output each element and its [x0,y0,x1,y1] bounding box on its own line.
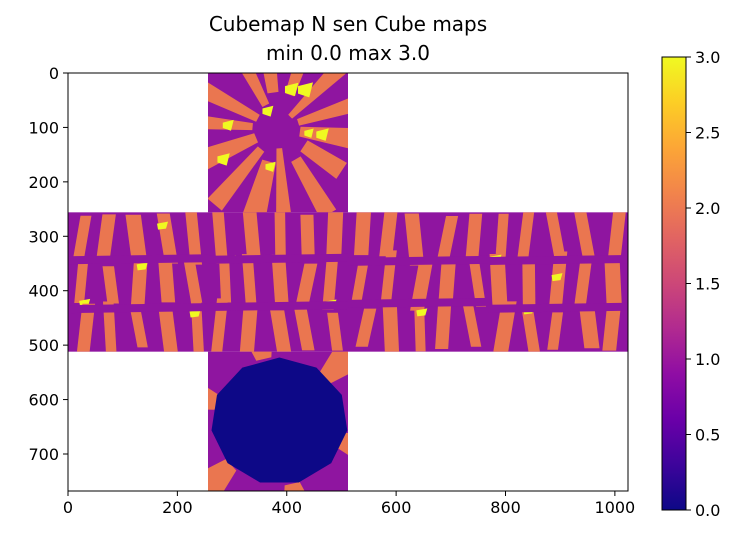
face-bottom [208,351,348,491]
x-tick-label: 400 [271,498,302,517]
chart-subtitle: min 0.0 max 3.0 [266,41,430,65]
colorbar-tick-label: 3.0 [695,48,720,67]
face-left [68,212,208,352]
chart-title: Cubemap N sen Cube maps [208,12,488,36]
x-tick-label: 1000 [595,498,636,517]
face-top [208,73,348,213]
colorbar-tick-label: 2.0 [695,199,720,218]
colorbar-tick-label: 1.0 [695,350,720,369]
face-back [488,212,628,352]
colorbar-tick-label: 2.5 [695,124,720,143]
face-front [208,212,348,352]
y-tick-label: 200 [28,173,59,192]
y-tick-label: 0 [49,64,59,83]
x-tick-label: 0 [63,498,73,517]
y-tick-label: 700 [28,445,59,464]
x-tick-label: 200 [162,498,193,517]
colorbar [661,56,687,511]
colorbar-tick-label: 0.0 [695,501,720,520]
y-tick-label: 100 [28,118,59,137]
face-right [348,212,488,352]
x-tick-label: 800 [490,498,521,517]
colorbar-tick-label: 0.5 [695,426,720,445]
colorbar-tick-label: 1.5 [695,275,720,294]
y-tick-label: 600 [28,391,59,410]
x-tick-label: 600 [381,498,412,517]
y-tick-label: 300 [28,227,59,246]
y-tick-label: 500 [28,336,59,355]
y-tick-label: 400 [28,282,59,301]
axes-frame [67,72,629,492]
